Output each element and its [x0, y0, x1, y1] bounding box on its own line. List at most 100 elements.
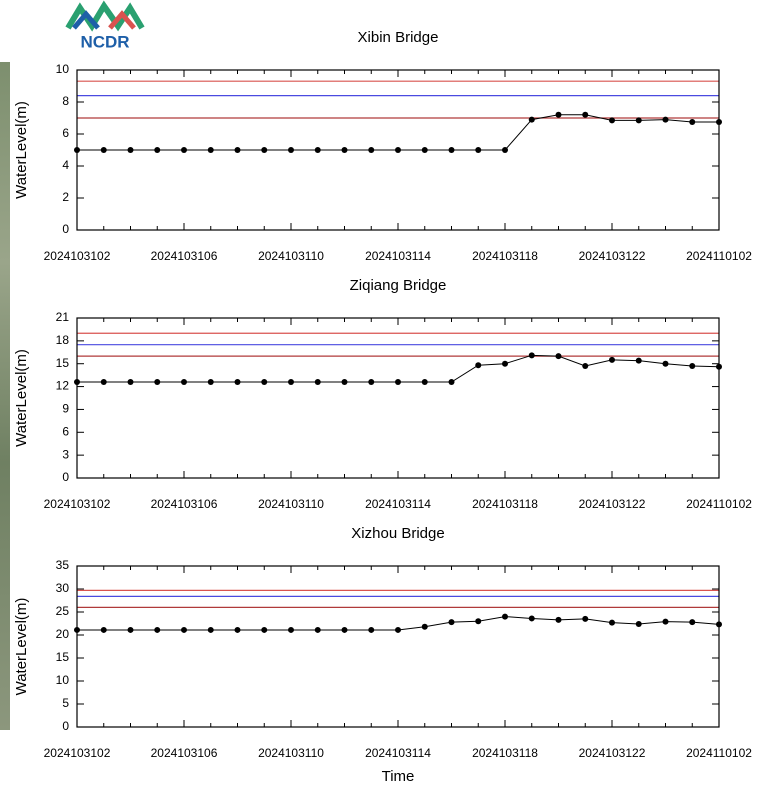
data-point	[662, 618, 669, 625]
data-point	[502, 613, 508, 620]
data-point	[689, 363, 696, 369]
data-point	[502, 147, 508, 153]
data-point	[716, 621, 722, 628]
data-point	[395, 379, 401, 385]
x-tick-label: 2024103110	[258, 497, 324, 511]
data-point	[154, 147, 161, 153]
data-point	[234, 379, 241, 385]
data-point	[127, 147, 134, 153]
data-point	[421, 147, 428, 153]
data-point	[368, 626, 375, 633]
data-point	[528, 116, 535, 123]
x-tick-label: 2024103118	[472, 746, 538, 760]
logo-mark	[72, 10, 100, 30]
x-tick-label: 2024103118	[472, 497, 538, 511]
y-tick-label: 2	[62, 190, 69, 204]
chart-title: Xibin Bridge	[358, 29, 439, 46]
x-tick-label: 2024103122	[579, 249, 646, 263]
data-point	[609, 356, 615, 363]
data-point	[314, 147, 321, 153]
y-tick-label: 35	[56, 558, 70, 572]
data-point	[555, 616, 562, 623]
data-point	[341, 147, 348, 153]
y-tick-label: 0	[62, 719, 69, 733]
data-point	[689, 119, 696, 125]
data-point	[100, 147, 107, 153]
y-tick-label: 0	[62, 222, 69, 236]
data-point	[181, 147, 187, 153]
y-tick-label: 25	[56, 604, 70, 618]
data-point	[234, 626, 241, 633]
x-tick-label: 2024103114	[365, 249, 431, 263]
y-tick-label: 6	[62, 424, 69, 438]
data-point	[555, 111, 562, 118]
data-point	[502, 360, 508, 367]
y-tick-label: 20	[56, 627, 70, 641]
x-tick-label: 2024103118	[472, 249, 538, 263]
data-point	[609, 117, 615, 124]
data-point	[448, 619, 455, 626]
data-point	[582, 615, 589, 622]
logo-mark	[65, 0, 145, 32]
y-tick-label: 6	[62, 126, 69, 140]
data-point	[341, 379, 348, 385]
x-tick-label: 2024103110	[258, 746, 324, 760]
data-point	[689, 619, 696, 626]
data-point	[635, 357, 642, 364]
data-point	[395, 626, 401, 633]
series-line	[77, 354, 720, 383]
data-point	[261, 379, 268, 385]
data-point	[528, 615, 535, 622]
chart-title: Xizhou Bridge	[351, 525, 444, 542]
data-point	[662, 116, 669, 123]
data-point	[609, 619, 615, 626]
y-tick-label: 9	[62, 402, 69, 416]
plot-frame	[76, 565, 720, 728]
data-point	[100, 626, 107, 633]
logo-mark	[108, 10, 136, 30]
y-tick-label: 5	[62, 696, 69, 710]
data-point	[74, 147, 80, 153]
y-tick-label: 12	[56, 379, 70, 393]
data-point	[395, 147, 401, 153]
x-tick-label: 2024103102	[44, 249, 111, 263]
y-tick-label: 10	[56, 62, 70, 76]
data-point	[261, 626, 268, 633]
data-point	[288, 379, 294, 385]
data-point	[207, 379, 214, 385]
y-tick-label: 15	[56, 650, 70, 664]
data-point	[207, 626, 214, 633]
x-tick-label: 2024103106	[151, 249, 218, 263]
data-point	[288, 626, 294, 633]
data-point	[368, 147, 375, 153]
data-point	[635, 117, 642, 124]
data-point	[421, 379, 428, 385]
chart-title: Ziqiang Bridge	[350, 277, 447, 294]
plot-frame	[76, 317, 720, 479]
data-point	[154, 626, 161, 633]
x-tick-label: 2024103114	[365, 746, 431, 760]
data-point	[341, 626, 348, 633]
chart: Xizhou Bridge WaterLevel(m) Time 0 5 10 15 20 25…	[13, 525, 752, 785]
data-point	[662, 360, 669, 367]
x-tick-label: 2024110102	[686, 249, 752, 263]
data-point	[207, 147, 214, 153]
data-point	[528, 352, 535, 359]
x-tick-label: 2024110102	[686, 746, 752, 760]
data-point	[288, 147, 294, 153]
data-point	[314, 379, 321, 385]
y-tick-label: 30	[56, 581, 70, 595]
series-line	[77, 114, 719, 151]
data-point	[261, 147, 268, 153]
data-point	[181, 379, 187, 385]
x-tick-label: 2024103102	[44, 497, 111, 511]
data-point	[368, 379, 375, 385]
data-point	[314, 626, 321, 633]
x-tick-label: 2024103106	[151, 746, 218, 760]
y-tick-label: 10	[56, 673, 70, 687]
x-tick-label: 2024103110	[258, 249, 324, 263]
x-tick-label: 2024103122	[579, 497, 646, 511]
data-point	[74, 626, 80, 633]
y-tick-label: 0	[62, 470, 69, 484]
